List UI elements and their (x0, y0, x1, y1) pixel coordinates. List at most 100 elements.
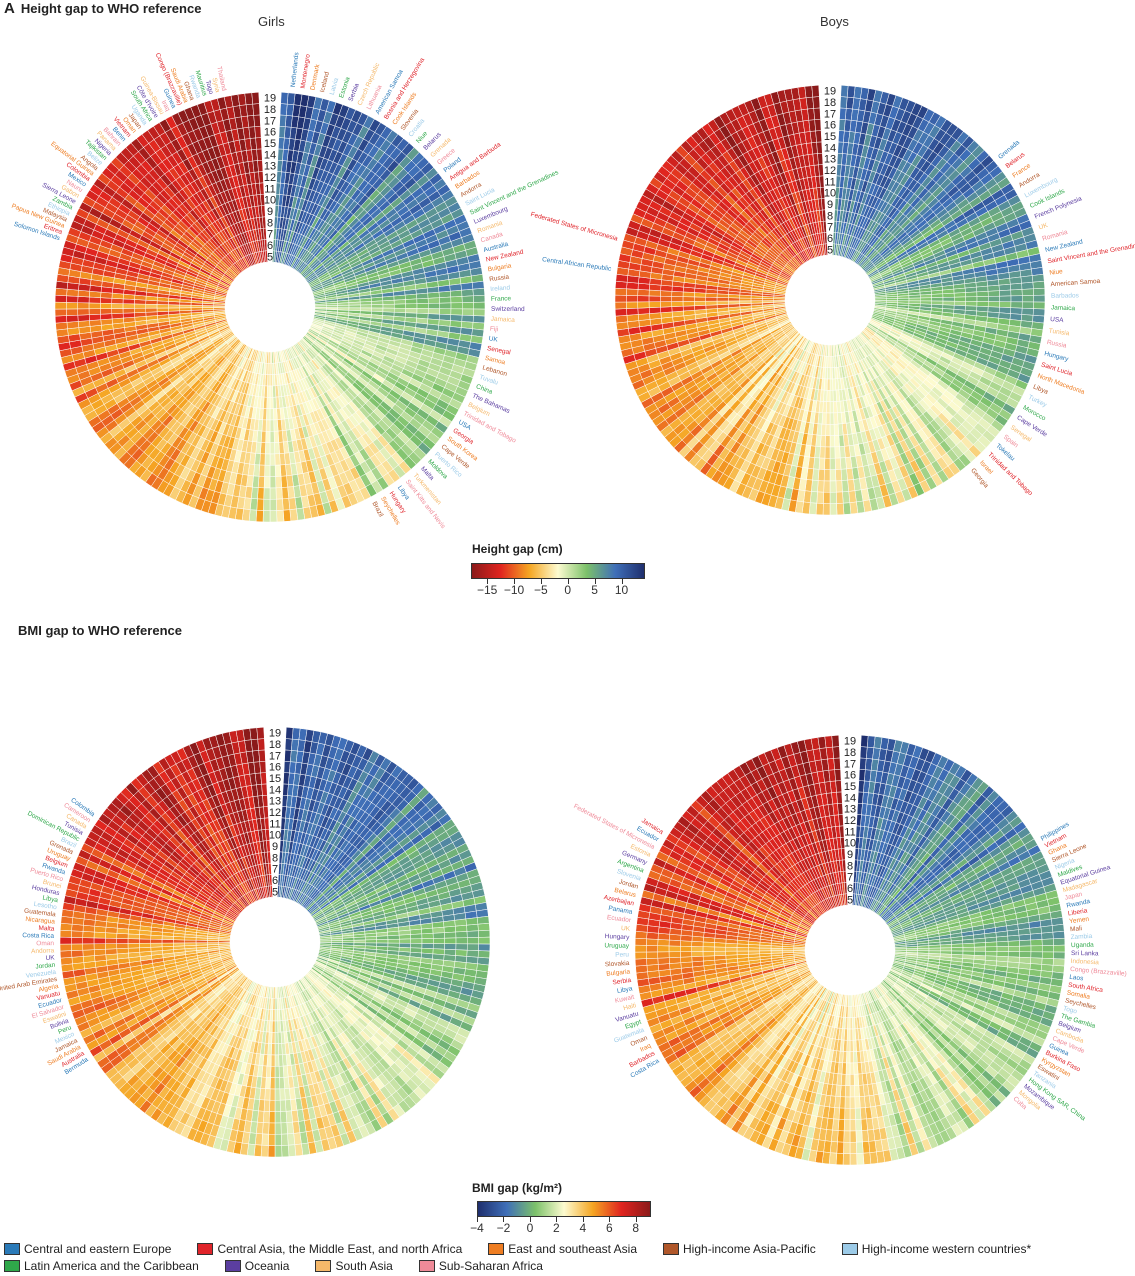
heatmap-cell (1010, 289, 1023, 297)
age-label: 8 (267, 217, 273, 229)
heatmap-cell (439, 308, 452, 315)
heatmap-cell (100, 308, 113, 315)
heatmap-cell (835, 480, 843, 493)
heatmap-cell (145, 307, 158, 313)
bmi-title: BMI gap to WHO reference (18, 623, 182, 638)
heatmap-cell (829, 480, 837, 493)
heatmap-cell (1021, 288, 1034, 296)
heatmap-cell (279, 453, 286, 466)
heatmap-cell (282, 498, 291, 511)
heatmap-cell (849, 501, 859, 515)
heatmap-cell (54, 315, 68, 324)
heatmap-cell (1020, 275, 1034, 284)
heatmap-cell (461, 295, 474, 303)
age-label: 7 (267, 229, 273, 241)
heatmap-cell (829, 401, 834, 414)
heatmap-cell (264, 442, 271, 455)
heatmap-cell (461, 314, 474, 323)
heatmap-cell (835, 469, 843, 482)
heatmap-cell (460, 282, 474, 291)
heatmap-cell (965, 301, 978, 307)
heatmap-cell (824, 457, 831, 470)
heatmap-cell (275, 487, 283, 500)
heatmap-cell (953, 300, 966, 307)
heatmap-cell (840, 457, 847, 470)
heatmap-cell (461, 308, 474, 316)
heatmap-cell (371, 300, 384, 305)
heatmap-cell (245, 103, 254, 117)
heatmap-cell (829, 344, 833, 357)
heatmap-cell (428, 302, 440, 309)
age-label: 18 (264, 104, 276, 116)
heatmap-cell (156, 307, 169, 313)
heatmap-cell (274, 442, 280, 455)
heatmap-cell (825, 424, 831, 436)
heatmap-cell (908, 294, 921, 299)
heatmap-cell (815, 502, 824, 516)
heatmap-cell (253, 114, 261, 127)
heatmap-cell (1021, 307, 1034, 316)
heatmap-cell (55, 322, 68, 331)
boys-label: Boys (820, 14, 849, 29)
heatmap-cell (427, 291, 440, 299)
heatmap-cell (382, 299, 395, 305)
heatmap-cell (145, 303, 158, 309)
heatmap-cell (273, 430, 280, 443)
heatmap-cell (942, 296, 955, 302)
heatmap-cell (145, 311, 158, 317)
heatmap-cell (88, 296, 101, 304)
heatmap-cell (840, 85, 849, 98)
heatmap-cell (416, 303, 429, 309)
heatmap-cell (257, 159, 264, 173)
heatmap-cell (276, 498, 284, 511)
heatmap-cell (439, 302, 452, 310)
heatmap-cell (660, 306, 673, 313)
heatmap-cell (393, 299, 406, 305)
heatmap-cell (931, 297, 944, 302)
heatmap-cell (269, 419, 275, 432)
heatmap-cell (274, 453, 281, 466)
heatmap-cell (920, 297, 932, 302)
heatmap-cell (954, 296, 966, 302)
heatmap-cell (269, 408, 274, 421)
heatmap-cell (840, 468, 848, 481)
heatmap-cell (438, 290, 451, 298)
age-label: 16 (264, 127, 276, 139)
heatmap-cell (77, 308, 90, 316)
heatmap-cell (836, 502, 845, 516)
heatmap-cell (615, 315, 628, 324)
heatmap-cell (54, 301, 67, 310)
heatmap-cell (818, 457, 826, 470)
heatmap-cell (269, 487, 277, 500)
heatmap-cell (282, 509, 292, 522)
heatmap-cell (111, 308, 124, 314)
heatmap-cell (829, 412, 835, 425)
heatmap-cell (111, 303, 124, 309)
heatmap-cell (77, 320, 91, 328)
heatmap-cell (965, 296, 978, 302)
heatmap-cell (273, 408, 278, 421)
heatmap-cell (88, 313, 102, 321)
heatmap-cell (416, 292, 429, 300)
heatmap-cell (671, 305, 684, 313)
heatmap-cell (449, 283, 462, 292)
heatmap-cell (100, 318, 113, 326)
heatmap-cell (359, 301, 372, 306)
heatmap-cell (462, 302, 474, 310)
heatmap-cell (942, 292, 955, 298)
heatmap-cell (473, 301, 486, 310)
heatmap-cell (965, 291, 978, 298)
heatmap-cell (269, 363, 273, 375)
heatmap-cell (269, 431, 275, 443)
heatmap-cell (897, 297, 910, 302)
heatmap-cell (461, 288, 474, 297)
heatmap-cell (255, 509, 264, 523)
heatmap-cell (262, 510, 271, 523)
heatmap-cell (931, 293, 944, 298)
heatmap-cell (842, 502, 852, 515)
heatmap-cell (77, 296, 90, 304)
heatmap-cell (348, 304, 361, 309)
heatmap-cell (54, 308, 67, 317)
heatmap-cell (829, 390, 834, 402)
heatmap-cell (263, 476, 271, 489)
